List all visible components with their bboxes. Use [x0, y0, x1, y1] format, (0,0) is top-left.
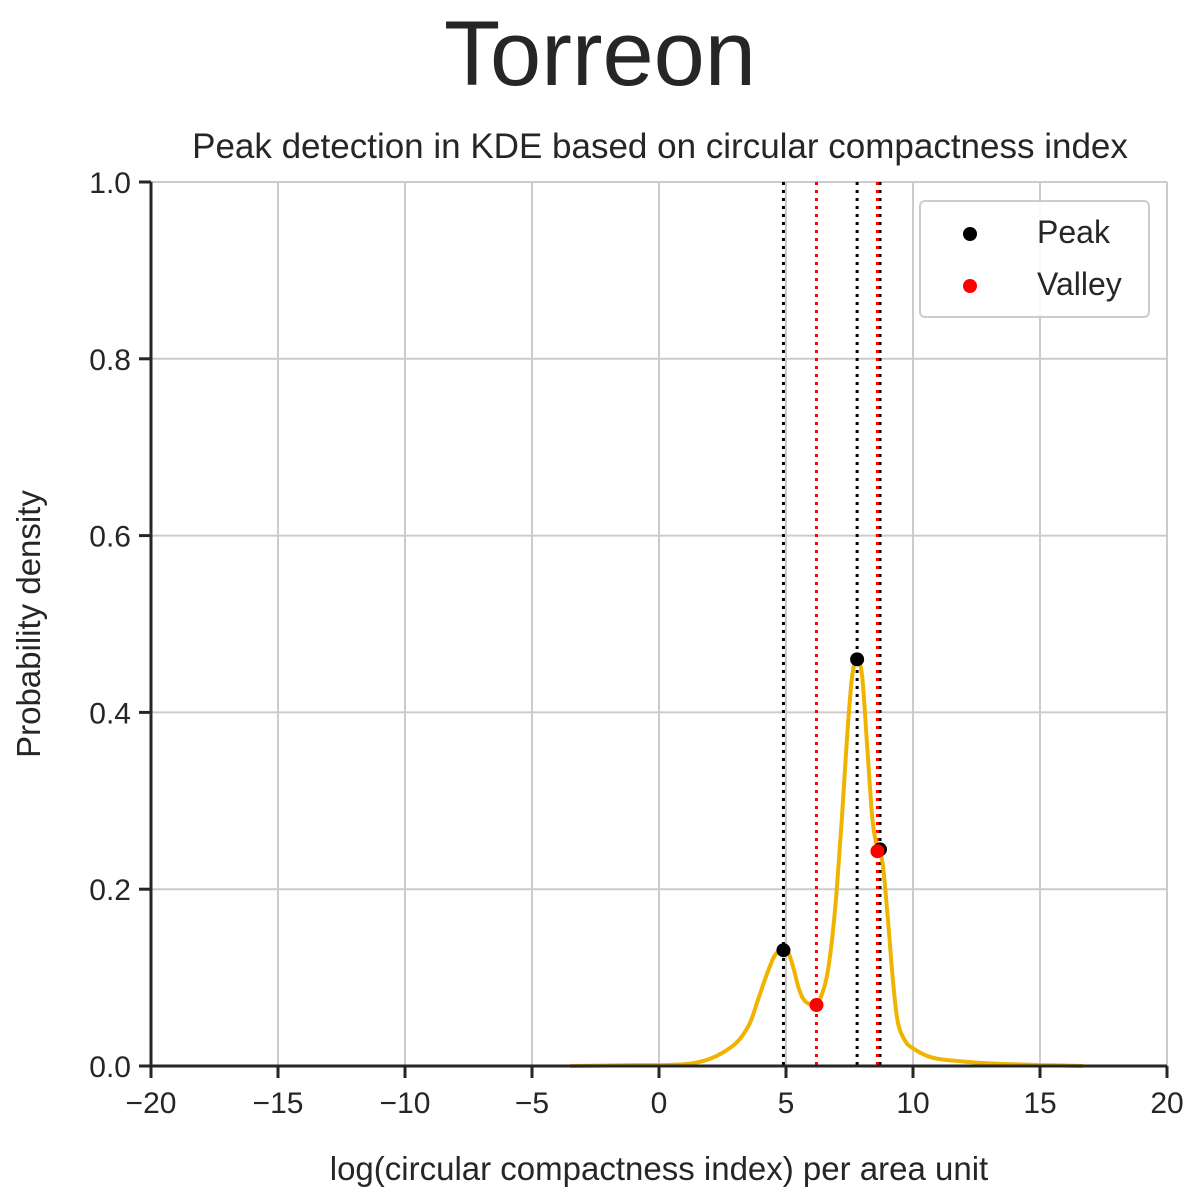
legend-valley-marker	[963, 279, 977, 293]
x-ticks: −20 −15 −10 −5 0 5 10 15 20	[126, 1066, 1184, 1120]
y-tick-label: 0.8	[89, 344, 131, 377]
legend-peak-label: Peak	[1037, 214, 1111, 250]
legend: Peak Valley	[919, 200, 1150, 318]
y-ticks: 0.0 0.2 0.4 0.6 0.8 1.0	[89, 167, 151, 1084]
legend-valley-label: Valley	[1037, 266, 1122, 302]
y-tick-label: 0.0	[89, 1051, 131, 1084]
x-tick-label: 15	[1023, 1087, 1056, 1120]
x-tick-label: −10	[380, 1087, 431, 1120]
figure-suptitle: Torreon	[444, 3, 756, 105]
y-tick-label: 0.2	[89, 874, 131, 907]
x-tick-label: −15	[253, 1087, 304, 1120]
x-axis-label: log(circular compactness index) per area…	[330, 1150, 988, 1187]
valley-point	[809, 998, 824, 1013]
x-tick-label: 20	[1150, 1087, 1183, 1120]
valley-point	[870, 844, 885, 859]
scatter-points	[776, 652, 887, 1013]
y-tick-label: 0.4	[89, 697, 131, 730]
grid-lines	[150, 181, 1168, 1067]
x-tick-label: −20	[126, 1087, 177, 1120]
y-axis-label: Probability density	[10, 490, 47, 758]
y-tick-label: 0.6	[89, 521, 131, 554]
x-tick-label: 0	[651, 1087, 668, 1120]
legend-peak-marker	[963, 227, 977, 241]
kde-curve	[570, 657, 1084, 1068]
marker-vertical-lines	[781, 182, 882, 1066]
x-tick-label: 5	[778, 1087, 795, 1120]
chart-title: Peak detection in KDE based on circular …	[192, 127, 1128, 166]
y-tick-label: 1.0	[89, 167, 131, 200]
peak-point	[850, 652, 865, 667]
peak-point	[776, 943, 791, 958]
x-tick-label: 10	[896, 1087, 929, 1120]
legend-box	[919, 200, 1150, 318]
x-tick-label: −5	[515, 1087, 549, 1120]
